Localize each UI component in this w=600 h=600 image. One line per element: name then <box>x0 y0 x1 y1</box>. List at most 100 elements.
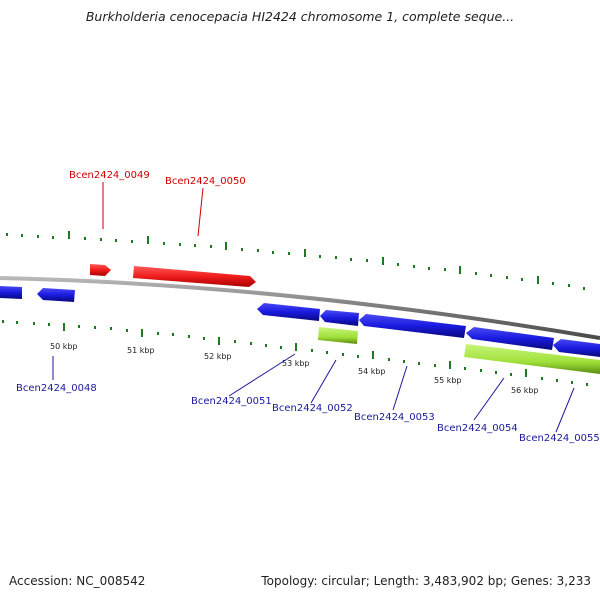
kbp-label: 50 kbp <box>50 342 78 351</box>
gene-0048-arrow[interactable] <box>37 288 75 302</box>
tick-dot <box>78 325 80 328</box>
tick-dot <box>413 265 415 268</box>
tick-major <box>147 236 149 244</box>
outer-tick-track <box>6 231 585 290</box>
tick-dot <box>495 371 497 374</box>
tick-major <box>225 242 227 250</box>
tick-dot <box>571 381 573 384</box>
tick-dot <box>586 383 588 386</box>
tick-dot <box>179 243 181 246</box>
tick-dot <box>583 287 585 290</box>
gene-label-0054[interactable]: Bcen2424_0054 <box>437 423 518 434</box>
tick-dot <box>506 276 508 279</box>
tick-dot <box>552 282 554 285</box>
tick-dot <box>541 377 543 380</box>
tick-dot <box>234 340 236 343</box>
tick-dot <box>110 327 112 330</box>
tick-dot <box>428 267 430 270</box>
tick-dot <box>21 234 23 237</box>
leader-lines <box>52 182 575 433</box>
tick-dot <box>48 323 50 326</box>
kbp-label: 52 kbp <box>204 352 232 361</box>
tick-dot <box>52 236 54 239</box>
tick-dot <box>403 360 405 363</box>
tick-major <box>459 266 461 274</box>
tick-dot <box>388 358 390 361</box>
gene-label-0055[interactable]: Bcen2424_0055 <box>519 433 600 444</box>
gene-0051-arrow[interactable] <box>257 303 320 321</box>
gene-0052-arrow[interactable] <box>320 310 359 326</box>
tick-major <box>372 351 374 359</box>
gene-0047-arrow[interactable] <box>0 286 22 299</box>
chromosome-backbone <box>0 276 600 340</box>
gene-label-0051[interactable]: Bcen2424_0051 <box>191 396 272 407</box>
tick-major <box>68 231 70 239</box>
tick-dot <box>250 342 252 345</box>
leader-line-0053 <box>392 365 408 411</box>
tick-major <box>304 249 306 257</box>
accession-text: Accession: NC_008542 <box>9 574 146 588</box>
tick-major <box>525 369 527 377</box>
leader-line-0055 <box>555 387 575 433</box>
tick-dot <box>434 364 436 367</box>
kbp-label: 54 kbp <box>358 367 386 376</box>
tick-dot <box>84 237 86 240</box>
leader-line-0051 <box>228 353 296 397</box>
tick-dot <box>568 284 570 287</box>
tick-dot <box>265 344 267 347</box>
tick-dot <box>94 326 96 329</box>
tick-dot <box>490 274 492 277</box>
rna-feature-0055[interactable] <box>464 344 600 374</box>
tick-dot <box>418 362 420 365</box>
tick-dot <box>444 268 446 271</box>
tick-major <box>449 361 451 369</box>
tick-dot <box>350 258 352 261</box>
tick-dot <box>335 256 337 259</box>
tick-dot <box>115 239 117 242</box>
gene-0054-arrow[interactable] <box>466 327 554 350</box>
leader-line-0052 <box>310 359 337 404</box>
topology-summary-text: Topology: circular; Length: 3,483,902 bp… <box>261 574 591 588</box>
rna-feature-0052[interactable] <box>318 327 358 344</box>
gene-0050-arrow[interactable] <box>133 266 256 287</box>
tick-dot <box>556 379 558 382</box>
tick-dot <box>342 353 344 356</box>
gene-label-0048[interactable]: Bcen2424_0048 <box>16 383 97 394</box>
kbp-label: 55 kbp <box>434 376 462 385</box>
tick-dot <box>241 248 243 251</box>
tick-dot <box>475 272 477 275</box>
gene-0053-arrow[interactable] <box>359 314 466 338</box>
tick-dot <box>326 351 328 354</box>
tick-dot <box>210 245 212 248</box>
kbp-label: 53 kbp <box>282 359 310 368</box>
gene-label-0052[interactable]: Bcen2424_0052 <box>272 403 353 414</box>
tick-dot <box>272 251 274 254</box>
tick-dot <box>480 369 482 372</box>
gene-label-0050[interactable]: Bcen2424_0050 <box>165 176 246 187</box>
tick-dot <box>510 373 512 376</box>
tick-dot <box>280 346 282 349</box>
tick-major <box>141 329 143 337</box>
tick-dot <box>100 238 102 241</box>
tick-dot <box>464 367 466 370</box>
tick-dot <box>131 240 133 243</box>
tick-dot <box>319 255 321 258</box>
tick-dot <box>172 333 174 336</box>
leader-line-0050 <box>197 187 204 237</box>
tick-dot <box>357 355 359 358</box>
tick-dot <box>366 259 368 262</box>
inner-tick-track <box>2 320 588 386</box>
gene-labels: Bcen2424_0049 Bcen2424_0050 Bcen2424_004… <box>16 170 600 444</box>
tick-dot <box>194 244 196 247</box>
gene-label-0049[interactable]: Bcen2424_0049 <box>69 170 150 181</box>
gene-label-0053[interactable]: Bcen2424_0053 <box>354 412 435 423</box>
gene-0055-arrow[interactable] <box>553 339 600 357</box>
tick-dot <box>188 335 190 338</box>
tick-major <box>295 343 297 351</box>
gene-0049-arrow[interactable] <box>90 264 111 276</box>
tick-dot <box>203 337 205 340</box>
tick-dot <box>163 242 165 245</box>
tick-major <box>537 276 539 284</box>
tick-dot <box>37 235 39 238</box>
